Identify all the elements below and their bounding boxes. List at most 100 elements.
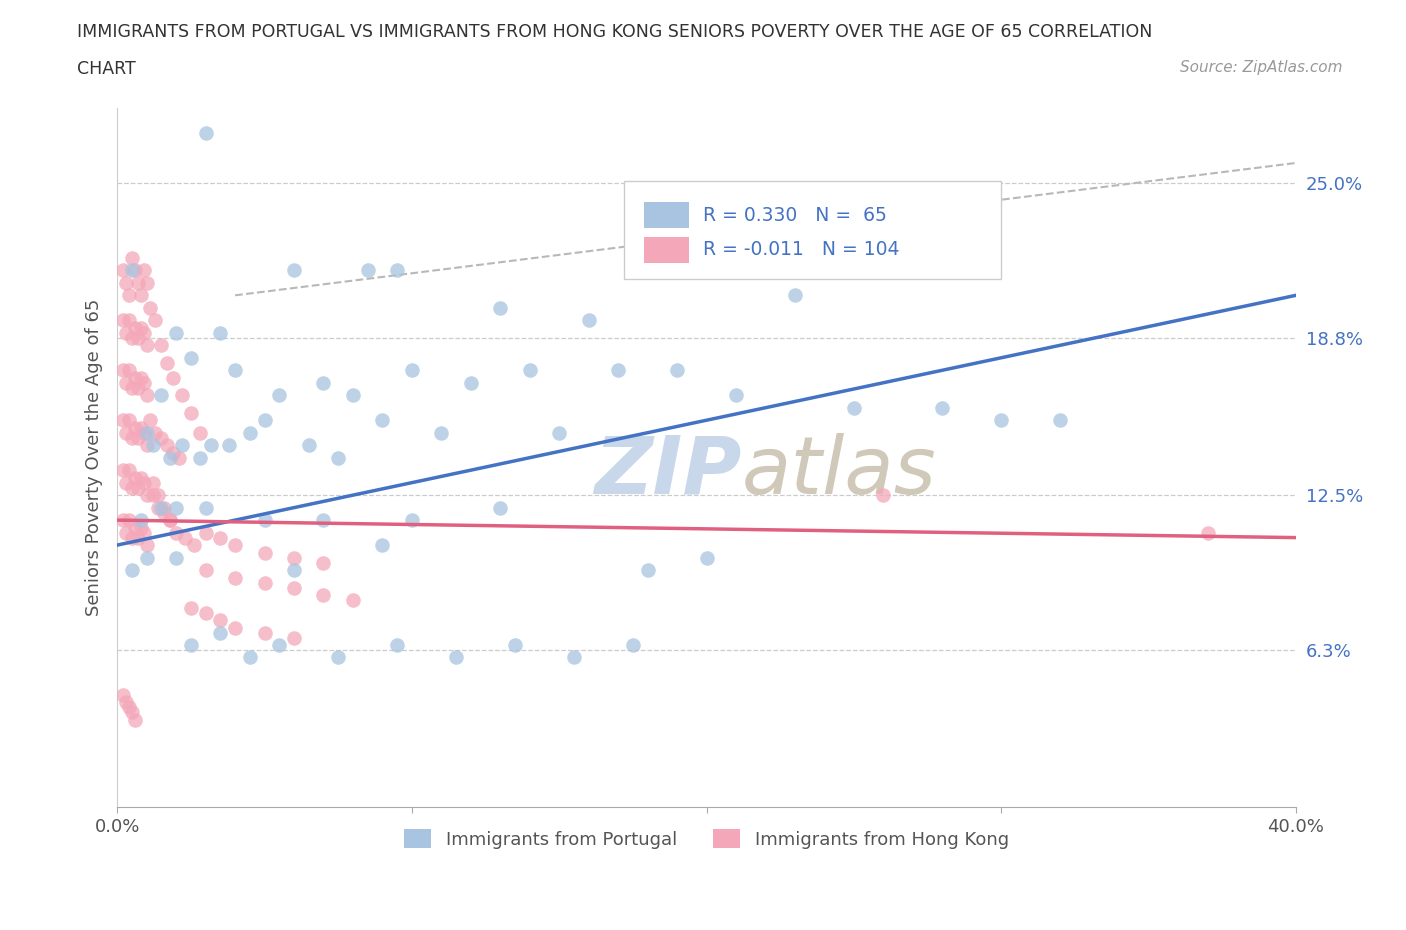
Point — [180, 405, 202, 420]
Point — [124, 420, 146, 435]
Text: IMMIGRANTS FROM PORTUGAL VS IMMIGRANTS FROM HONG KONG SENIORS POVERTY OVER THE A: IMMIGRANTS FROM PORTUGAL VS IMMIGRANTS F… — [77, 23, 1153, 41]
Y-axis label: Seniors Poverty Over the Age of 65: Seniors Poverty Over the Age of 65 — [86, 299, 103, 617]
Point — [371, 538, 394, 552]
Point — [180, 638, 202, 653]
Point — [209, 625, 232, 640]
Point — [165, 500, 187, 515]
Point — [170, 438, 193, 453]
Point — [401, 363, 423, 378]
Point — [124, 712, 146, 727]
Text: atlas: atlas — [742, 432, 936, 511]
Point — [135, 438, 157, 453]
Point — [138, 413, 160, 428]
Point — [269, 638, 291, 653]
Point — [127, 530, 149, 545]
Point — [132, 263, 155, 278]
Point — [165, 551, 187, 565]
Point — [112, 463, 135, 478]
Point — [145, 425, 167, 440]
Point — [174, 530, 197, 545]
Point — [489, 300, 512, 315]
Point — [127, 275, 149, 290]
Point — [183, 538, 205, 552]
Point — [162, 370, 184, 385]
Point — [170, 388, 193, 403]
Point — [194, 500, 217, 515]
Point — [269, 388, 291, 403]
Point — [118, 700, 141, 715]
FancyBboxPatch shape — [644, 236, 689, 263]
Point — [224, 538, 246, 552]
Point — [132, 376, 155, 391]
Point — [218, 438, 240, 453]
Text: ZIP: ZIP — [595, 432, 742, 511]
Point — [253, 413, 276, 428]
Point — [283, 580, 305, 595]
Point — [371, 413, 394, 428]
Point — [342, 592, 364, 607]
Point — [342, 388, 364, 403]
Point — [328, 450, 350, 465]
Point — [121, 431, 143, 445]
Point — [224, 570, 246, 585]
Point — [118, 463, 141, 478]
Point — [188, 450, 211, 465]
FancyBboxPatch shape — [624, 181, 1001, 279]
Point — [121, 250, 143, 265]
Point — [141, 487, 163, 502]
Point — [132, 475, 155, 490]
Point — [224, 620, 246, 635]
Point — [666, 363, 689, 378]
Point — [578, 312, 600, 327]
Point — [194, 126, 217, 140]
Point — [141, 475, 163, 490]
Point — [121, 330, 143, 345]
Point — [127, 431, 149, 445]
Point — [121, 263, 143, 278]
Point — [112, 263, 135, 278]
Point — [312, 376, 335, 391]
Point — [135, 487, 157, 502]
Point — [298, 438, 321, 453]
Point — [118, 312, 141, 327]
Point — [159, 450, 181, 465]
Text: CHART: CHART — [77, 60, 136, 78]
Point — [112, 413, 135, 428]
Point — [118, 288, 141, 303]
Point — [112, 687, 135, 702]
Point — [153, 505, 176, 520]
Point — [312, 588, 335, 603]
Point — [253, 575, 276, 590]
Point — [167, 450, 190, 465]
Point — [239, 425, 262, 440]
Point — [115, 376, 138, 391]
Point — [162, 445, 184, 460]
Point — [129, 512, 152, 527]
Point — [253, 512, 276, 527]
Point — [328, 650, 350, 665]
Point — [1197, 525, 1219, 540]
Point — [118, 512, 141, 527]
Point — [129, 520, 152, 535]
Point — [115, 275, 138, 290]
Point — [124, 471, 146, 485]
Point — [138, 300, 160, 315]
Point — [156, 438, 179, 453]
Point — [239, 650, 262, 665]
Point — [115, 475, 138, 490]
Point — [127, 330, 149, 345]
Point — [385, 263, 408, 278]
Point — [401, 512, 423, 527]
Point — [150, 388, 173, 403]
Point — [135, 388, 157, 403]
Point — [180, 351, 202, 365]
Point — [931, 400, 953, 415]
Point — [562, 650, 585, 665]
Point — [129, 370, 152, 385]
Point — [135, 538, 157, 552]
Point — [519, 363, 541, 378]
Point — [121, 530, 143, 545]
Point — [129, 288, 152, 303]
Point — [1049, 413, 1071, 428]
Point — [141, 438, 163, 453]
